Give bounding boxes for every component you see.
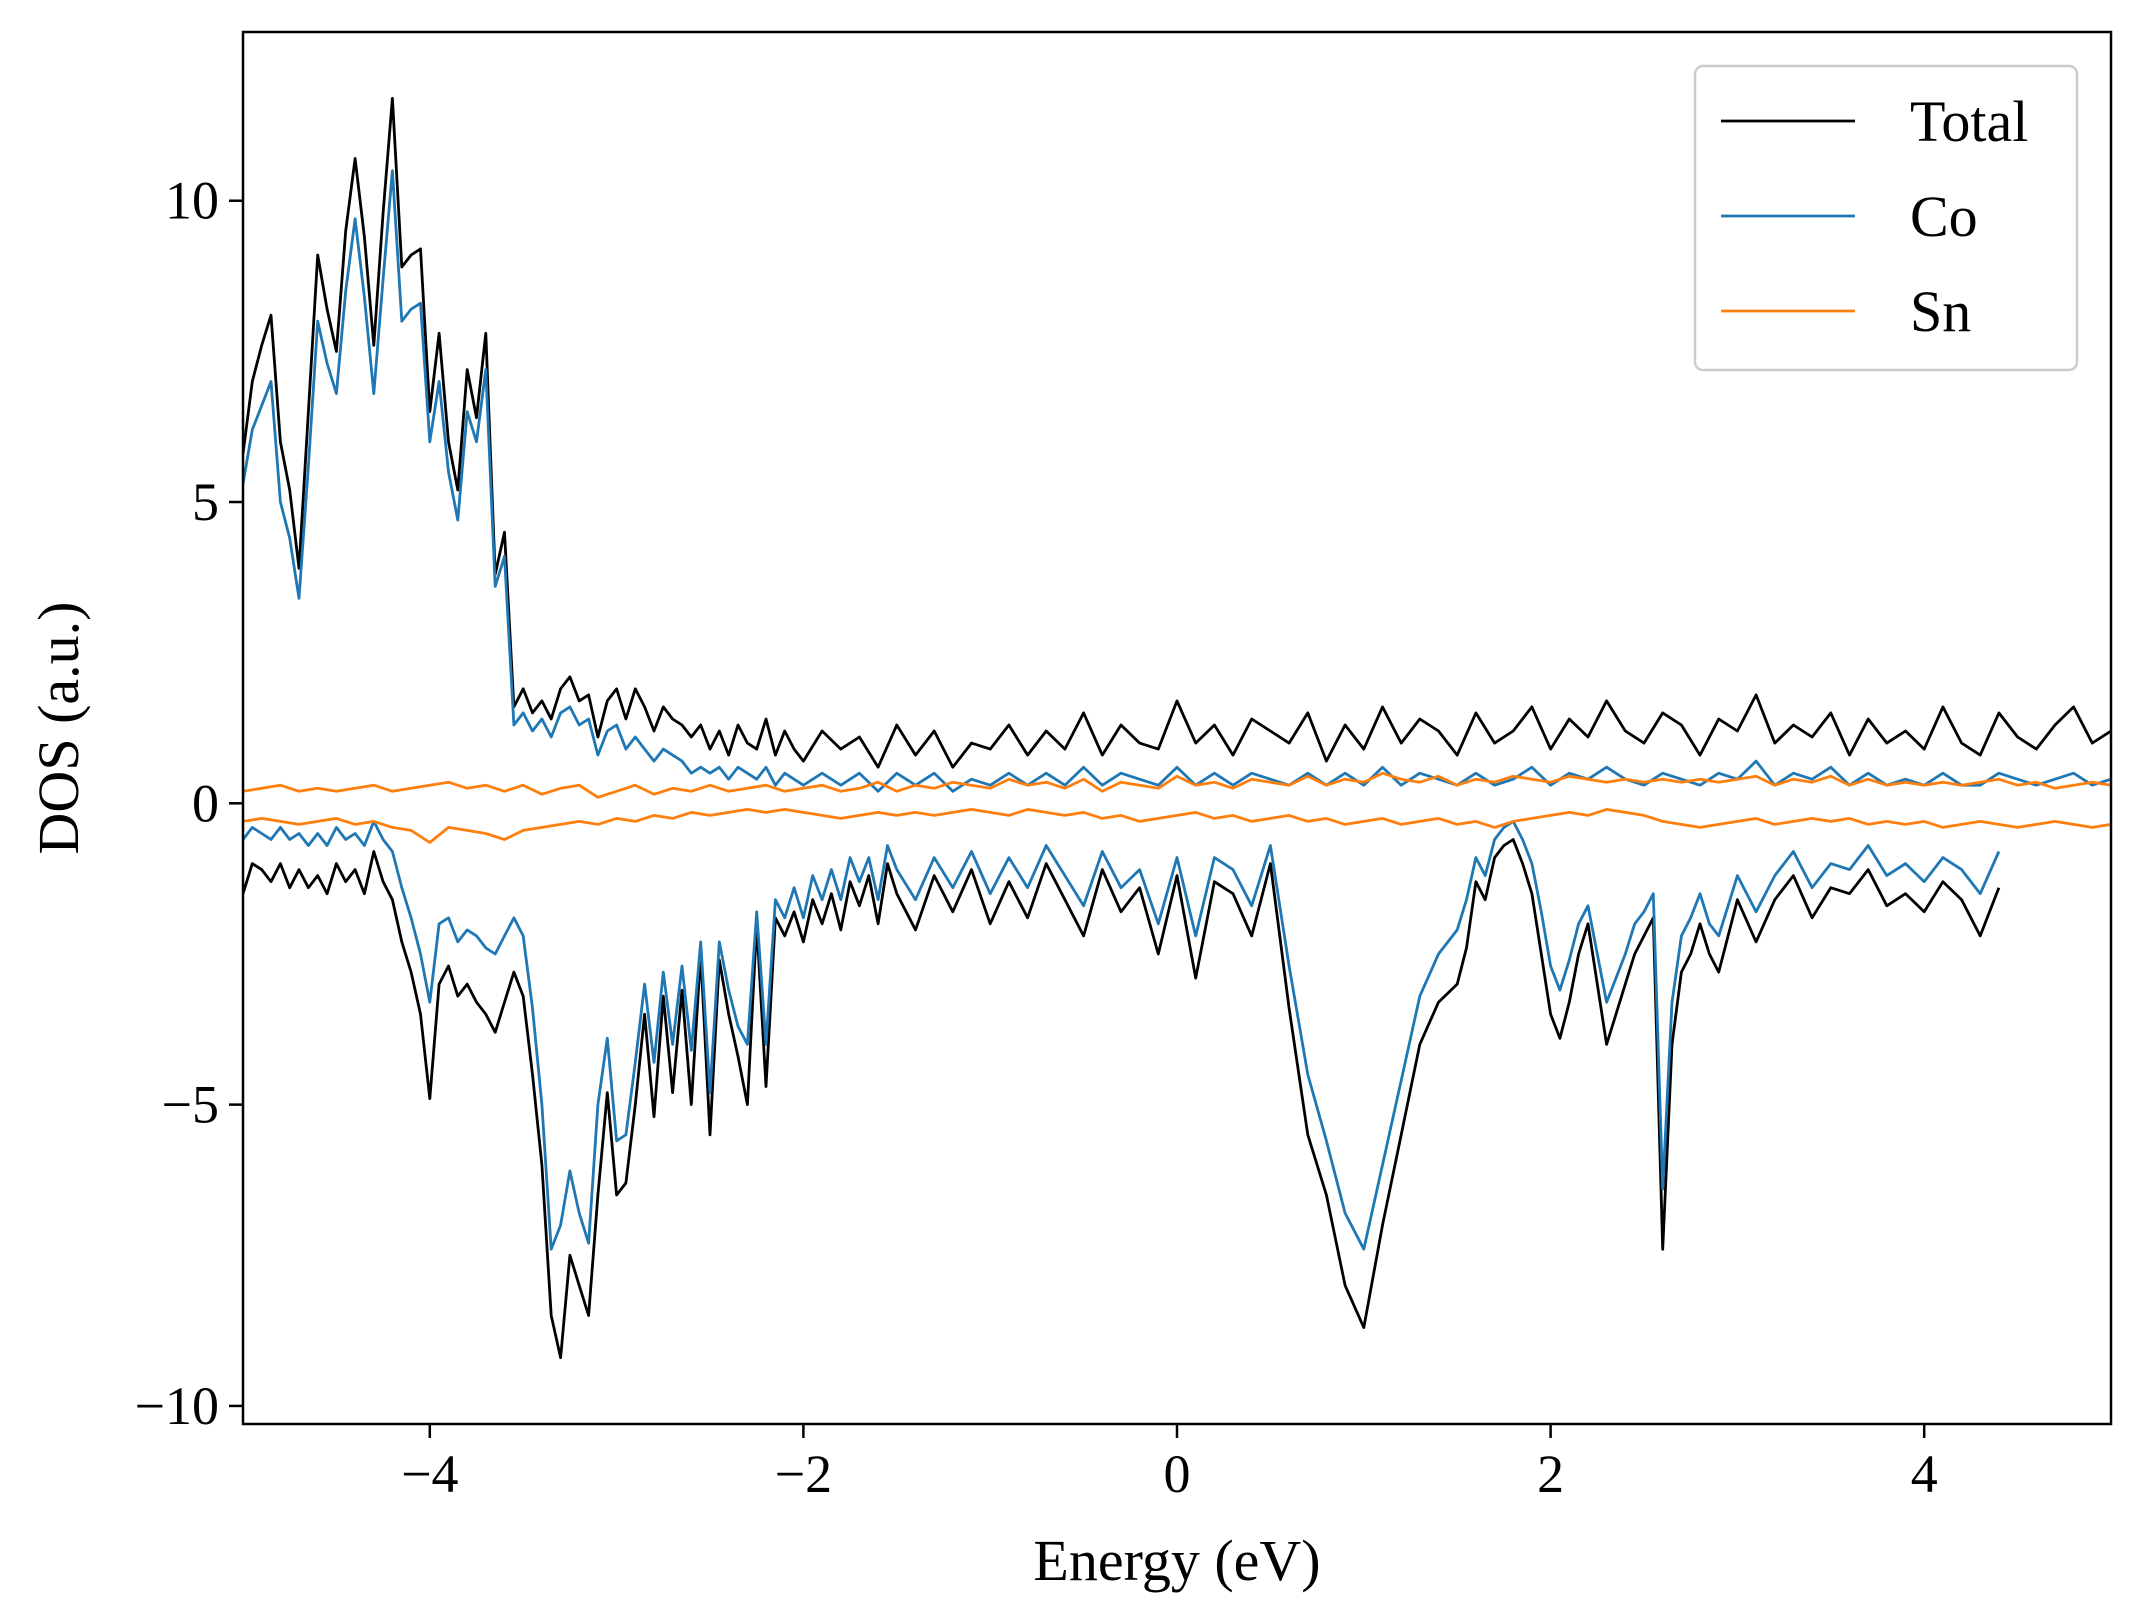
- x-axis: −4 −2 0 2 4: [401, 1424, 1938, 1504]
- y-tick-label: 5: [192, 472, 219, 532]
- legend-label-co: Co: [1910, 184, 1978, 249]
- x-tick-label: 2: [1537, 1444, 1564, 1504]
- legend-label-total: Total: [1910, 89, 2028, 154]
- x-tick-label: −2: [775, 1444, 832, 1504]
- y-tick-label: 10: [165, 171, 219, 231]
- legend-box: [1693, 64, 2079, 372]
- y-axis-label: DOS (a.u.): [26, 602, 91, 855]
- series-line-total-lower: [243, 838, 2001, 1360]
- x-tick-label: 0: [1164, 1444, 1191, 1504]
- y-tick-label: 0: [192, 773, 219, 833]
- x-tick-label: −4: [401, 1444, 458, 1504]
- y-axis: −10 −5 0 5 10: [135, 171, 243, 1436]
- legend: Total Co Sn: [1693, 64, 2079, 372]
- series-line-total-upper: [243, 96, 2111, 769]
- legend-label-sn: Sn: [1910, 279, 1971, 344]
- series-line-sn-lower: [243, 808, 2111, 844]
- series-line-sn-upper: [243, 771, 2111, 799]
- x-axis-label: Energy (eV): [1033, 1528, 1320, 1593]
- x-tick-label: 4: [1911, 1444, 1938, 1504]
- series-line-co-lower: [243, 820, 2001, 1251]
- y-tick-label: −10: [135, 1376, 219, 1436]
- y-tick-label: −5: [162, 1075, 219, 1135]
- series-layer: [243, 96, 2111, 1360]
